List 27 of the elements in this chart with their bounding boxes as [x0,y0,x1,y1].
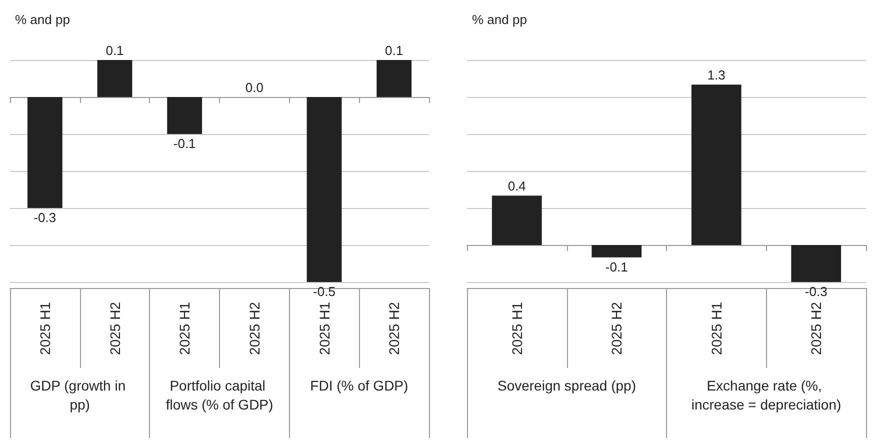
data-label: 1.3 [707,68,726,83]
data-label: -0.1 [605,259,628,274]
x-tick-label: 2025 H2 [386,302,402,355]
x-tick-label: 2025 H2 [106,302,123,355]
x-tick-label: 2025 H2 [608,302,625,355]
data-label: -0.5 [313,284,336,299]
data-label: -0.3 [804,284,828,299]
data-label: -0.1 [173,136,196,151]
x-tick-label: 2025 H2 [246,302,262,355]
data-label: 0.0 [245,80,264,95]
x-tick-label: 2025 H2 [808,302,824,355]
data-label: 0.1 [106,43,124,58]
y-axis-title: % and pp [15,12,70,27]
data-label: -0.3 [34,210,56,225]
text: Exchange rate (%, increase = depreciation) [691,378,842,412]
x-tick-label: 2025 H1 [176,302,193,355]
data-label: 0.1 [385,43,404,58]
x-tick-label: 2025 H1 [36,302,53,355]
data-label: 0.4 [508,178,526,194]
text: FDI (% of GDP) [310,378,408,394]
x-tick-label: 2025 H1 [508,302,525,355]
x-tick-label: 2025 H1 [316,302,332,355]
text: Portfolio capital flows (% of GDP) [166,378,274,412]
text: GDP (growth in pp) [30,378,130,412]
x-tick-label: 2025 H1 [708,302,724,355]
y-axis-title: % and pp [472,12,527,27]
text: Sovereign spread (pp) [497,378,636,394]
